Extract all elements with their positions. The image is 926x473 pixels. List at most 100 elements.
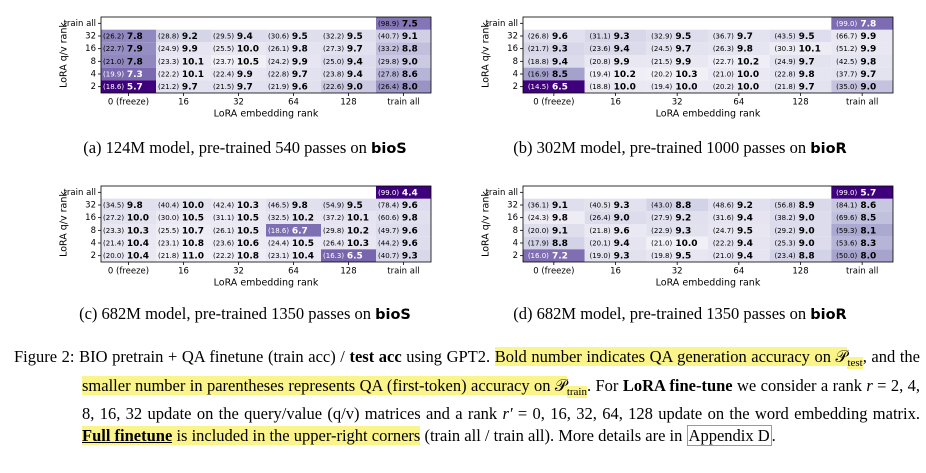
x-tick-label: 128 [792, 98, 808, 108]
heatmap-cell [376, 198, 431, 212]
test-acc: 9.5 [799, 32, 815, 42]
figure-panels: (26.2) 7.8 (28.8) 9.2 (29.5) 9.4 (30.6) 9.5 (32.… [59, 16, 894, 323]
heatmap-cell [831, 236, 893, 250]
train-acc: (26.4) [590, 214, 611, 222]
train-acc: (99.0) [836, 189, 857, 197]
panel-caption: (b) 302M model, pre-trained 1000 passes … [513, 138, 846, 157]
x-tick-label: 32 [233, 267, 244, 277]
caption-segment[interactable]: Appendix D [686, 425, 772, 447]
panel-caption-text: 682M model, pre-trained 1350 passes on [102, 304, 371, 323]
test-acc: 10.7 [182, 226, 204, 236]
train-acc: (21.7) [528, 45, 549, 53]
test-acc: 9.3 [614, 252, 630, 262]
train-acc: (26.8) [528, 33, 549, 41]
heatmap-cell [523, 67, 585, 81]
y-tick-label: 8 [91, 226, 96, 236]
heatmap-cell [646, 198, 708, 212]
x-tick-label: 0 (freeze) [533, 98, 574, 108]
y-tick-label: 16 [507, 44, 518, 54]
train-acc: (20.0) [528, 227, 549, 235]
train-acc: (98.9) [378, 20, 399, 28]
test-acc: 9.4 [737, 214, 753, 224]
heatmap-cell [831, 186, 893, 199]
panel-caption: (c) 682M model, pre-trained 1350 passes … [79, 304, 411, 323]
heatmap-cell [321, 67, 376, 81]
test-acc: 11.0 [182, 252, 204, 262]
train-acc: (23.6) [590, 45, 611, 53]
test-acc: 10.5 [292, 239, 314, 249]
train-acc: (56.8) [775, 202, 796, 210]
heatmap-cell [831, 198, 893, 212]
test-acc: 9.3 [614, 32, 630, 42]
x-tick-label: train all [387, 98, 419, 108]
heatmap-cell [831, 55, 893, 68]
test-acc: 9.6 [552, 32, 568, 42]
test-acc: 10.5 [237, 226, 259, 236]
train-acc: (20.0) [103, 252, 124, 260]
train-acc: (40.7) [378, 252, 399, 260]
heatmap-cell [101, 249, 156, 262]
train-acc: (22.2) [213, 252, 234, 260]
heatmap-cell [584, 211, 647, 224]
test-acc: 10.1 [347, 214, 369, 224]
x-tick-label: 32 [233, 98, 244, 108]
test-acc: 8.8 [552, 239, 568, 249]
heatmap-cell [523, 55, 585, 68]
train-acc: (20.2) [713, 83, 734, 91]
heatmap-cell [266, 29, 321, 43]
heatmap-cell [708, 236, 770, 250]
test-acc: 9.5 [347, 201, 363, 211]
y-tick-label: train all [486, 19, 518, 29]
heatmap-cell [376, 224, 431, 237]
test-acc: 9.0 [347, 83, 363, 93]
train-acc: (99.0) [836, 20, 857, 28]
heatmap-cell [376, 17, 431, 30]
train-acc: (14.5) [528, 83, 549, 91]
train-acc: (26.4) [378, 83, 399, 91]
test-acc: 9.0 [799, 214, 815, 224]
train-acc: (20.2) [651, 71, 672, 79]
caption-subscript: test [847, 357, 863, 370]
heatmap-cell [708, 224, 770, 237]
train-acc: (26.2) [103, 33, 124, 41]
y-tick-label: 32 [85, 201, 96, 211]
train-acc: (24.2) [268, 58, 289, 66]
caption-segment: , and the [862, 347, 920, 366]
heatmap-cell [101, 42, 156, 55]
heatmap-cell [523, 236, 585, 250]
caption-segment: smaller number in parentheses represents… [82, 375, 555, 395]
test-acc: 9.6 [292, 83, 308, 93]
figure-caption: Figure 2: BIO pretrain + QA finetune (tr… [14, 346, 920, 448]
heatmap-cell [101, 198, 156, 212]
heatmap-cell [321, 80, 376, 93]
y-tick-label: 8 [91, 57, 96, 67]
test-acc: 9.3 [552, 45, 568, 55]
test-acc: 6.7 [292, 226, 308, 236]
test-acc: 10.3 [347, 239, 369, 249]
y-tick-label: 4 [91, 239, 96, 249]
heatmap-cell [584, 55, 647, 68]
test-acc: 10.2 [292, 214, 314, 224]
heatmap-cell [376, 42, 431, 55]
heatmap-cell [211, 67, 266, 81]
test-acc: 9.9 [860, 32, 876, 42]
train-acc: (19.9) [103, 71, 124, 79]
x-tick-label: train all [846, 98, 878, 108]
heatmap-cell [211, 211, 266, 224]
train-acc: (19.4) [590, 71, 611, 79]
heatmap-cell [211, 80, 266, 93]
test-acc: 6.5 [552, 83, 568, 93]
test-acc: 7.8 [860, 19, 876, 29]
axes-frame [100, 16, 432, 94]
train-acc: (99.0) [378, 189, 399, 197]
x-tick-label: 0 (freeze) [108, 267, 149, 277]
train-acc: (32.2) [323, 33, 344, 41]
y-tick-label: 2 [91, 251, 96, 261]
y-axis-label: LoRA q/v rank [481, 22, 492, 88]
heatmap-cell [101, 224, 156, 237]
y-tick-label: 32 [507, 201, 518, 211]
test-acc: 9.7 [237, 83, 253, 93]
heatmap-cell [156, 55, 211, 68]
x-tick-label: 16 [178, 98, 189, 108]
train-acc: (26.3) [713, 45, 734, 53]
